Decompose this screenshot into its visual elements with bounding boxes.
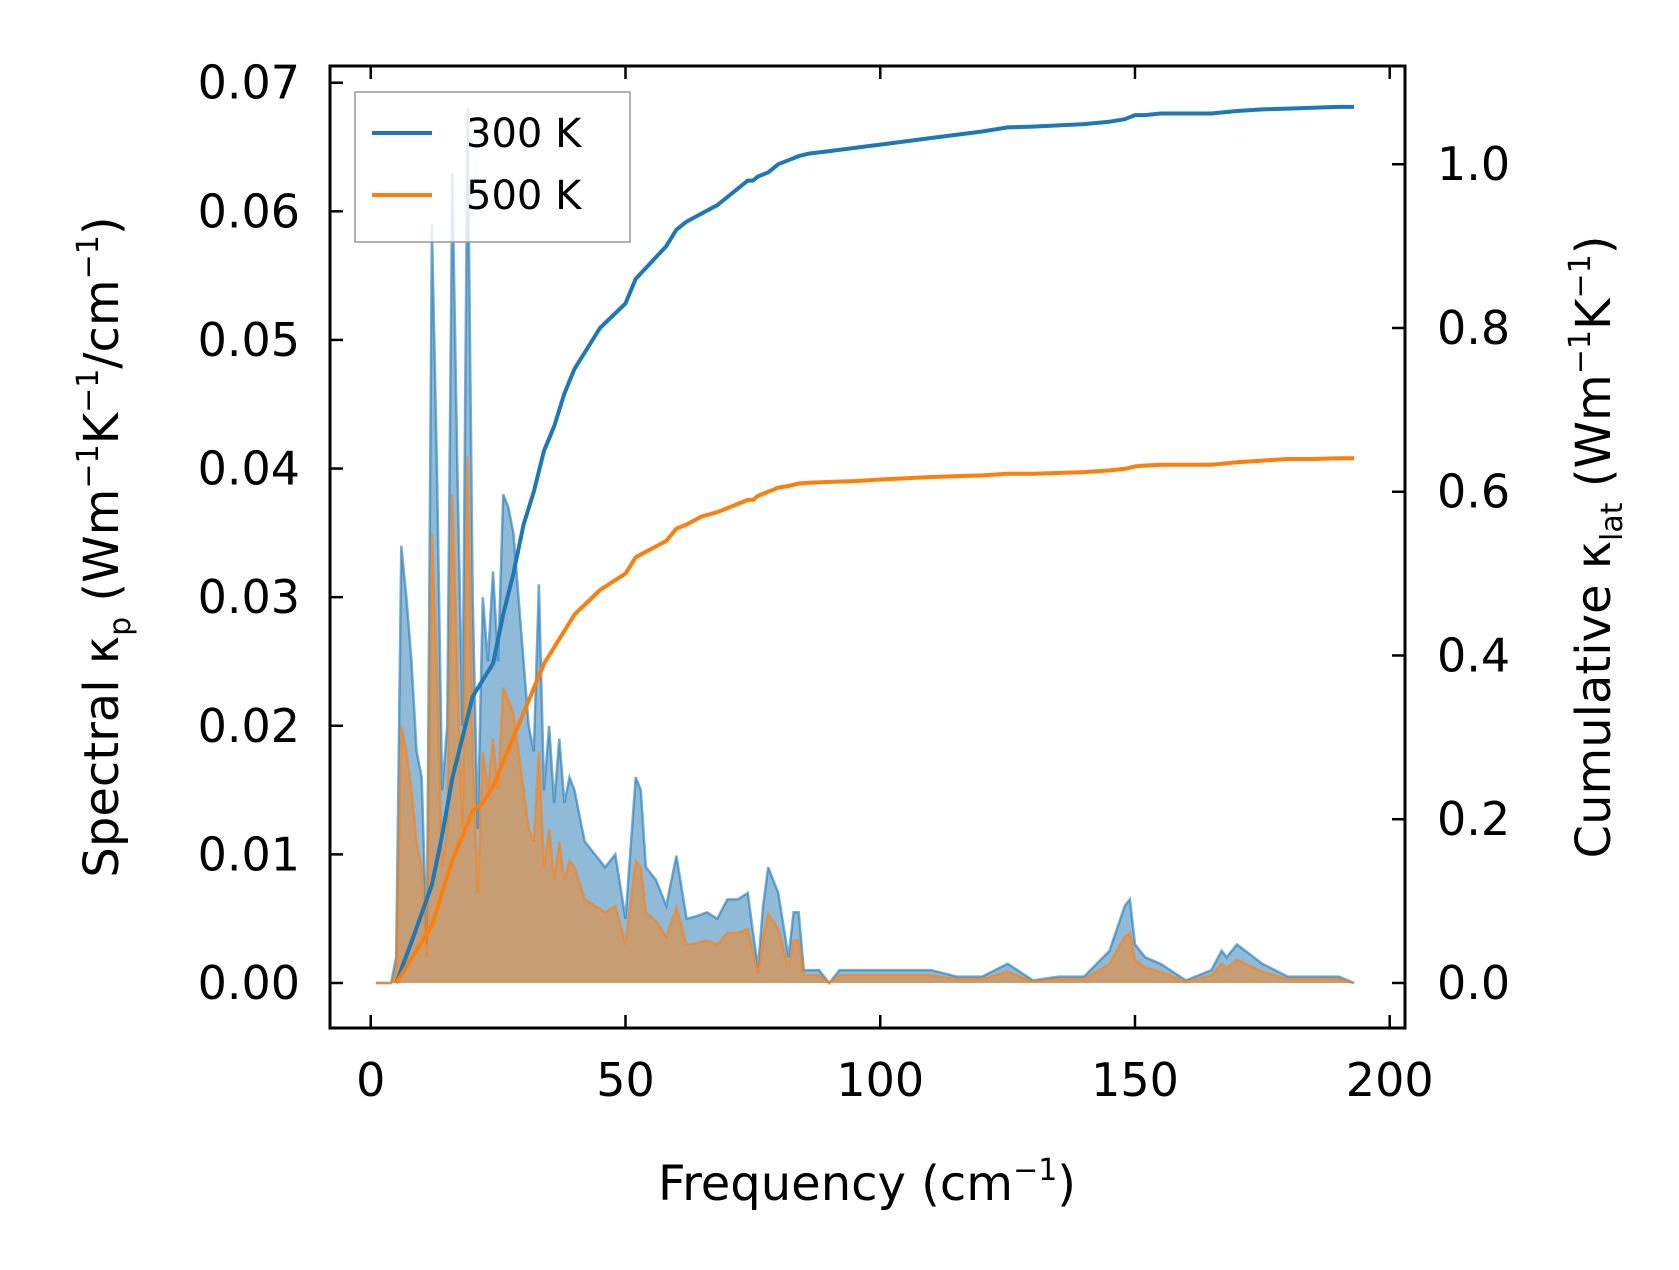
cumulative-lines (394, 104, 1355, 985)
y-left-tick-label: 0.05 (198, 313, 300, 367)
y-right-tick-label: 0.6 (1437, 465, 1510, 519)
spectral-outline-1 (375, 108, 1355, 986)
y-left-tick-label: 0.07 (198, 56, 300, 110)
y-right-tick-label: 0.4 (1437, 628, 1510, 682)
y-right-tick-label: 0.0 (1437, 956, 1510, 1010)
tick-labels: 0 50 100 150 200 0.00 0.01 0.02 0.03 0.04 0.05 0.06… (198, 56, 1511, 1107)
y-left-tick-label: 0.06 (198, 184, 300, 238)
cumulative-line-2 (394, 456, 1355, 985)
ticks (330, 66, 1405, 1028)
x-tick-label: 50 (596, 1053, 655, 1107)
y-left-tick-label: 0.02 (198, 699, 300, 753)
spectral-fill-2 (375, 455, 1355, 983)
x-tick-label: 150 (1091, 1053, 1179, 1107)
spectral-outline-2 (375, 455, 1355, 985)
x-tick-label: 200 (1346, 1053, 1434, 1107)
legend-label-1: 300 K (466, 111, 583, 157)
plot-frame (328, 64, 1407, 1030)
legend-box (354, 91, 631, 243)
y-right-tick-label: 0.2 (1437, 792, 1510, 846)
y-left-tick-label: 0.00 (198, 956, 300, 1010)
y-left-tick-label: 0.04 (198, 442, 300, 496)
legend: 300 K 500 K (354, 91, 631, 243)
cumulative-line-1 (394, 104, 1355, 984)
legend-label-2: 500 K (466, 173, 583, 219)
spectral-fills (375, 108, 1355, 986)
y-axis-left-label: Spectral κp (Wm−1K−1/cm−1) (71, 216, 138, 877)
y-right-tick-label: 1.0 (1437, 137, 1510, 191)
x-axis-label: Frequency (cm−1) (658, 1153, 1076, 1212)
y-right-tick-label: 0.8 (1437, 301, 1510, 355)
y-left-tick-label: 0.01 (198, 827, 300, 881)
y-axis-right-label: Cumulative κlat (Wm−1K−1) (1563, 236, 1630, 859)
x-tick-label: 0 (356, 1053, 385, 1107)
x-tick-label: 100 (836, 1053, 924, 1107)
y-left-tick-label: 0.03 (198, 570, 300, 624)
